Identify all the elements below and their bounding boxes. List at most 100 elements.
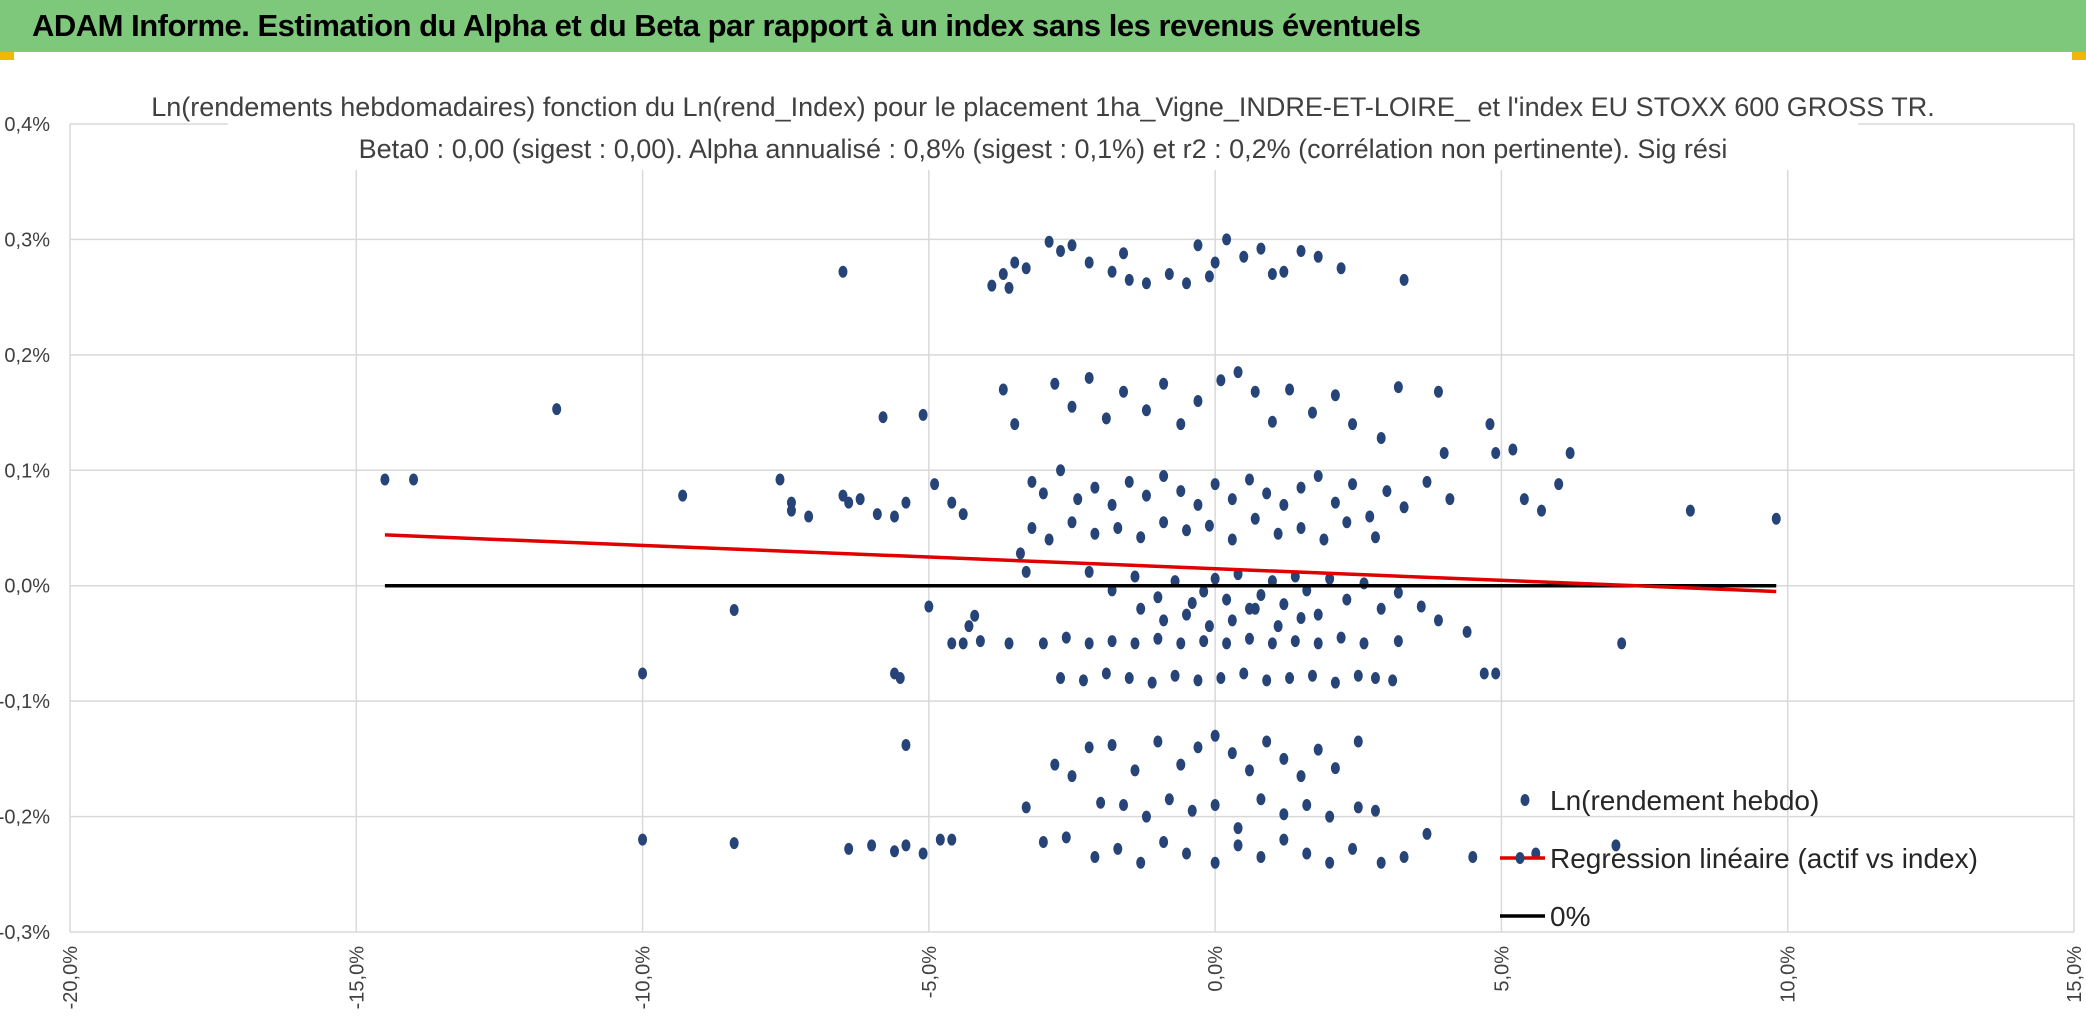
- data-point: [1296, 244, 1306, 257]
- data-point: [1010, 418, 1020, 431]
- data-point: [552, 403, 562, 416]
- legend-label-regression: Regression linéaire (actif vs index): [1550, 843, 1978, 874]
- data-point: [1233, 822, 1243, 835]
- data-point: [1096, 796, 1106, 809]
- data-point: [409, 473, 419, 486]
- data-point: [729, 837, 739, 850]
- data-point: [947, 496, 957, 509]
- x-tick-label: 0,0%: [1205, 946, 1227, 992]
- data-point: [1084, 256, 1094, 269]
- data-point: [1370, 804, 1380, 817]
- data-point: [964, 620, 974, 633]
- header-bar: ADAM Informe. Estimation du Alpha et du …: [0, 0, 2086, 52]
- data-point: [1336, 262, 1346, 275]
- data-point: [1084, 741, 1094, 754]
- data-point: [1124, 273, 1134, 286]
- data-point: [1244, 764, 1254, 777]
- data-point: [1279, 598, 1289, 611]
- data-point: [1353, 669, 1363, 682]
- data-point: [1193, 239, 1203, 252]
- y-tick-label: 0,2%: [4, 345, 50, 367]
- data-point: [838, 489, 848, 502]
- data-point: [1130, 764, 1140, 777]
- data-point: [1090, 850, 1100, 863]
- data-point: [1279, 808, 1289, 821]
- data-point: [1107, 635, 1117, 648]
- data-point: [1193, 741, 1203, 754]
- data-point: [958, 637, 968, 650]
- data-point: [1222, 593, 1232, 606]
- data-point: [1348, 418, 1358, 431]
- data-point: [1508, 443, 1518, 456]
- data-point: [1227, 493, 1237, 506]
- data-point: [1227, 614, 1237, 627]
- data-point: [930, 478, 940, 491]
- data-point: [1330, 389, 1340, 402]
- data-point: [1313, 743, 1323, 756]
- data-point: [1044, 533, 1054, 546]
- data-point: [1193, 498, 1203, 511]
- data-point: [1147, 676, 1157, 689]
- data-point: [1267, 415, 1277, 428]
- data-point: [1244, 632, 1254, 645]
- data-point: [1159, 614, 1169, 627]
- data-point: [1176, 485, 1186, 498]
- data-point: [1376, 431, 1386, 444]
- data-point: [1141, 489, 1151, 502]
- data-point: [901, 739, 911, 752]
- data-point: [1256, 242, 1266, 255]
- y-tick-label: -0,3%: [0, 922, 50, 944]
- data-point: [1141, 277, 1151, 290]
- data-point: [1038, 637, 1048, 650]
- data-point: [1084, 637, 1094, 650]
- data-point: [1130, 570, 1140, 583]
- data-point: [1210, 799, 1220, 812]
- data-point: [1227, 533, 1237, 546]
- data-point: [1399, 273, 1409, 286]
- data-point: [1537, 504, 1547, 517]
- data-point: [1296, 481, 1306, 494]
- data-point: [1617, 637, 1627, 650]
- data-point: [1353, 735, 1363, 748]
- data-point: [1262, 487, 1272, 500]
- data-point: [638, 833, 648, 846]
- x-tick-label: -10,0%: [633, 946, 655, 1010]
- data-point: [1050, 758, 1060, 771]
- x-axis-tick-labels: -20,0% -15,0% -10,0% -5,0% 0,0% 5,0% 10,0% 15,0…: [60, 946, 2086, 1010]
- y-tick-label: 0,0%: [4, 576, 50, 598]
- corner-marker-left: [0, 52, 14, 60]
- data-point: [844, 496, 854, 509]
- data-point: [895, 672, 905, 685]
- y-tick-label: 0,4%: [4, 114, 50, 136]
- data-point: [1279, 498, 1289, 511]
- data-point: [918, 847, 928, 860]
- data-point: [1101, 412, 1111, 425]
- data-point: [1325, 572, 1335, 585]
- data-point: [1445, 493, 1455, 506]
- data-point: [901, 839, 911, 852]
- data-point: [1250, 602, 1260, 615]
- data-point: [1565, 446, 1575, 459]
- x-tick-label: 5,0%: [1491, 946, 1513, 992]
- data-point: [1193, 395, 1203, 408]
- data-point: [1250, 385, 1260, 398]
- data-point: [1021, 262, 1031, 275]
- data-point: [1399, 501, 1409, 514]
- data-point: [1685, 504, 1695, 517]
- data-point: [678, 489, 688, 502]
- data-point: [1296, 522, 1306, 534]
- data-point: [1370, 672, 1380, 685]
- data-point: [1210, 572, 1220, 585]
- data-point: [1130, 637, 1140, 650]
- data-point: [1348, 478, 1358, 491]
- data-point: [1342, 593, 1352, 606]
- data-point: [1313, 470, 1323, 483]
- x-tick-label: -15,0%: [346, 946, 368, 1010]
- data-point: [1296, 770, 1306, 783]
- data-point: [947, 833, 957, 846]
- data-point: [1199, 635, 1209, 648]
- data-point: [1233, 839, 1243, 852]
- regression-line: [384, 533, 1777, 594]
- data-point: [1216, 672, 1226, 685]
